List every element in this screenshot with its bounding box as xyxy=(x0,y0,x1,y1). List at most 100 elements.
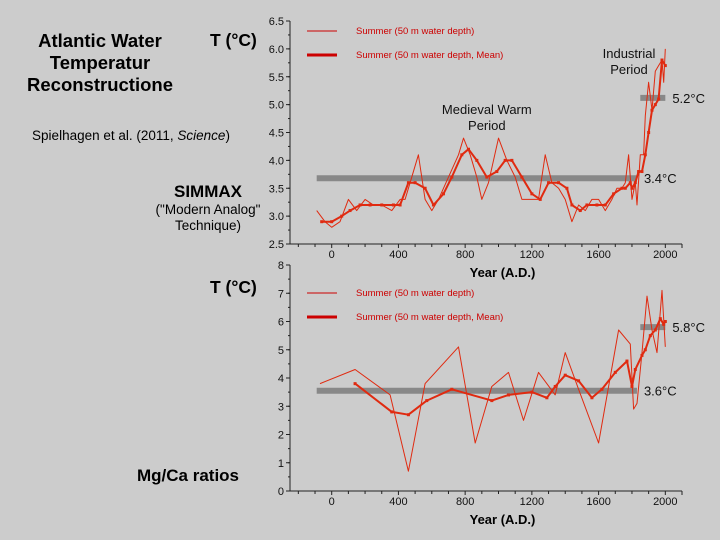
data-point xyxy=(590,396,594,400)
data-point xyxy=(475,158,479,162)
data-point xyxy=(510,158,514,162)
y-tick-label: 4 xyxy=(278,373,284,385)
data-point xyxy=(628,181,632,185)
period-annotation: Period xyxy=(610,62,648,77)
data-point xyxy=(612,192,616,196)
citation-suffix: ) xyxy=(225,128,230,143)
data-point xyxy=(630,384,634,388)
x-tick-label: 0 xyxy=(329,496,335,508)
data-point xyxy=(368,203,372,207)
data-point xyxy=(545,396,549,400)
series-mean-line xyxy=(354,317,667,416)
y-tick-label: 4.5 xyxy=(269,128,284,140)
data-point xyxy=(380,203,384,207)
series-line xyxy=(319,289,666,472)
legend-label: Summer (50 m water depth, Mean) xyxy=(356,50,503,61)
method-sub: ("Modern Analog" xyxy=(155,202,261,217)
data-point xyxy=(653,328,657,332)
y-axis-label-bottom: T (°C) xyxy=(210,277,257,297)
method-name: SIMMAX xyxy=(174,182,242,201)
data-point xyxy=(520,175,524,179)
data-point xyxy=(538,197,542,201)
title-line: Atlantic Water xyxy=(38,30,162,51)
y-tick-label: 0 xyxy=(278,486,284,498)
data-point xyxy=(413,181,417,185)
x-tick-label: 1600 xyxy=(586,496,610,508)
data-point xyxy=(353,382,357,386)
citation-prefix: Spielhagen et al. (2011, xyxy=(32,128,178,143)
legend-label: Summer (50 m water depth, Mean) xyxy=(356,312,503,323)
y-tick-label: 5 xyxy=(278,345,284,357)
x-tick-label: 1200 xyxy=(520,249,544,261)
data-point xyxy=(570,203,574,207)
x-axis-label: Year (A.D.) xyxy=(470,512,536,527)
x-tick-label: 2000 xyxy=(653,249,677,261)
method-label-mgca: Mg/Ca ratios xyxy=(137,466,240,485)
data-point xyxy=(658,317,662,321)
data-point xyxy=(600,387,604,391)
data-point xyxy=(391,203,395,207)
data-point xyxy=(490,399,494,403)
reference-label: 5.2°C xyxy=(672,91,705,106)
data-point xyxy=(650,108,654,112)
y-tick-label: 3.0 xyxy=(269,211,284,223)
data-point xyxy=(557,181,561,185)
data-point xyxy=(398,203,402,207)
data-point xyxy=(450,387,454,391)
data-point xyxy=(348,209,352,213)
slide-title: Atlantic Water Temperatur Reconstruction… xyxy=(0,30,200,96)
data-point xyxy=(503,158,507,162)
citation-journal: Science xyxy=(177,128,226,143)
data-point xyxy=(633,181,637,185)
y-tick-label: 3.5 xyxy=(269,183,284,195)
y-tick-label: 2.5 xyxy=(269,239,284,251)
legend-label: Summer (50 m water depth) xyxy=(356,288,474,299)
data-point xyxy=(320,220,324,224)
data-point xyxy=(406,181,410,185)
x-tick-label: 800 xyxy=(456,249,474,261)
data-point xyxy=(613,370,617,374)
data-point xyxy=(431,203,435,207)
data-point xyxy=(553,384,557,388)
data-point xyxy=(330,220,334,224)
method-sub: Technique) xyxy=(174,218,242,233)
data-point xyxy=(507,393,511,397)
x-tick-label: 400 xyxy=(389,249,407,261)
y-tick-label: 6.0 xyxy=(269,44,284,56)
title-line: Temperatur xyxy=(49,52,151,73)
data-point xyxy=(595,203,599,207)
data-point xyxy=(565,186,569,190)
y-tick-label: 1 xyxy=(278,458,284,470)
data-point xyxy=(648,334,652,338)
data-point xyxy=(390,410,394,414)
data-point xyxy=(625,359,629,363)
citation: Spielhagen et al. (2011, Science) xyxy=(0,128,262,143)
data-point xyxy=(530,390,534,394)
data-point xyxy=(647,131,651,134)
y-tick-label: 6.5 xyxy=(269,16,284,28)
data-point xyxy=(547,181,551,185)
series-mean-line xyxy=(321,59,667,223)
data-point xyxy=(577,379,581,383)
y-tick-label: 2 xyxy=(278,430,284,442)
y-tick-label: 6 xyxy=(278,317,284,329)
reference-label: 5.8°C xyxy=(672,320,705,335)
period-annotation: Industrial xyxy=(603,46,656,61)
x-tick-label: 1600 xyxy=(586,249,610,261)
x-tick-label: 2000 xyxy=(653,496,677,508)
data-point xyxy=(563,373,567,377)
data-point xyxy=(423,186,427,190)
x-tick-label: 1200 xyxy=(520,496,544,508)
x-axis-label: Year (A.D.) xyxy=(470,265,536,280)
data-point xyxy=(425,399,429,403)
x-tick-label: 400 xyxy=(389,496,407,508)
y-tick-label: 5.0 xyxy=(269,100,284,112)
data-point xyxy=(603,203,607,207)
data-point xyxy=(660,58,664,62)
reference-label: 3.4°C xyxy=(644,171,677,186)
data-point xyxy=(340,214,344,218)
x-tick-label: 800 xyxy=(456,496,474,508)
data-point xyxy=(585,203,589,207)
data-point xyxy=(466,147,470,151)
